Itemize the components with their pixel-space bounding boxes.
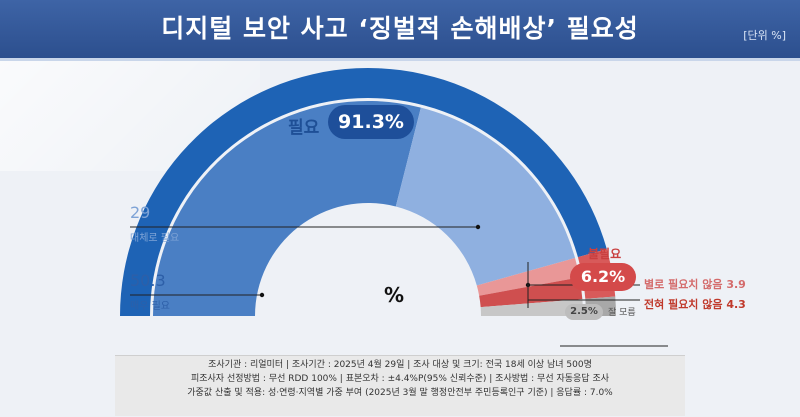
slice-arc-2-0 [480,299,583,316]
label-very-need-name: 매우 필요 [130,301,170,312]
slice-arc-0-1 [395,107,576,286]
label-not-much-need-name: 별로 필요치 않음 [644,278,723,291]
header-bar: 디지털 보안 사고 ‘징벌적 손해배상’ 필요성 [단위 %] [0,0,800,58]
center-percent-sign: % [384,283,405,307]
label-need-value: 91.3% [328,105,414,139]
label-not-at-all-need-name: 전혀 필요치 않음 [644,298,723,311]
group-arc-0 [120,68,607,316]
label-unneeded-value: 6.2% [570,263,636,291]
survey-info-box: 조사기관 : 리얼미터 | 조사기간 : 2025년 4월 29일 | 조사 대… [115,355,685,416]
label-fairly-need-value: 29 [130,203,151,222]
label-not-at-all-need-value: 4.3 [726,298,746,311]
survey-info-line-2: 피조사자 선정방법 : 무선 RDD 100% | 표본오차 : ±4.4%P(… [190,374,610,384]
header-divider [0,58,800,61]
chart-panel: 필요 91.3% 29 대체로 필요 50.3 매우 필요 불필요 6.2% 별… [0,61,800,356]
survey-info-line-3: 가중값 산출 및 적용: 성·연령·지역별 가중 부여 (2025년 3월 말 … [187,388,613,398]
survey-info-line-1: 조사기관 : 리얼미터 | 조사기간 : 2025년 4월 29일 | 조사 대… [208,360,592,370]
leader-dot-very-need [259,292,265,298]
label-unneeded-name: 불필요 [588,247,622,261]
label-need-name: 필요 [288,118,320,138]
label-not-much-need: 별로 필요치 않음 3.9 [644,276,746,292]
unit-label: [단위 %] [743,29,786,42]
label-dontknow-value: 2.5% [565,304,603,320]
label-dontknow-name: 잘 모름 [608,308,636,318]
label-very-need-value: 50.3 [130,271,166,290]
label-fairly-need-name: 대체로 필요 [130,233,180,244]
leader-dot-fairly-need [475,224,481,230]
label-not-much-need-value: 3.9 [726,278,746,291]
slice-arc-0-0 [153,100,421,316]
page-title: 디지털 보안 사고 ‘징벌적 손해배상’ 필요성 [161,14,639,43]
label-not-at-all-need: 전혀 필요치 않음 4.3 [644,296,746,312]
